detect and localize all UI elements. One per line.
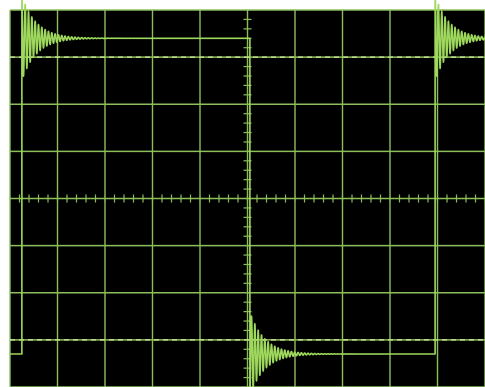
dashed-reference-lines — [10, 56, 485, 341]
signal-trace-line — [9, 0, 485, 387]
signal-trace — [9, 0, 485, 387]
